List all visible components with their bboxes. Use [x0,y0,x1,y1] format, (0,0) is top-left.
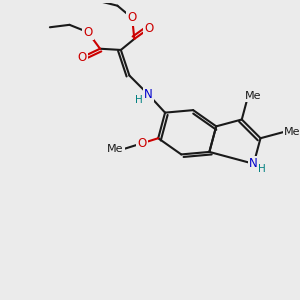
Text: Me: Me [107,144,124,154]
Text: O: O [83,26,92,39]
Text: N: N [249,157,258,170]
Text: Me: Me [245,91,261,101]
Text: H: H [135,94,142,104]
Text: O: O [144,22,154,35]
Text: N: N [144,88,153,101]
Text: H: H [258,164,266,174]
Text: O: O [137,137,146,150]
Text: Me: Me [284,127,300,137]
Text: O: O [128,11,137,25]
Text: O: O [78,51,87,64]
